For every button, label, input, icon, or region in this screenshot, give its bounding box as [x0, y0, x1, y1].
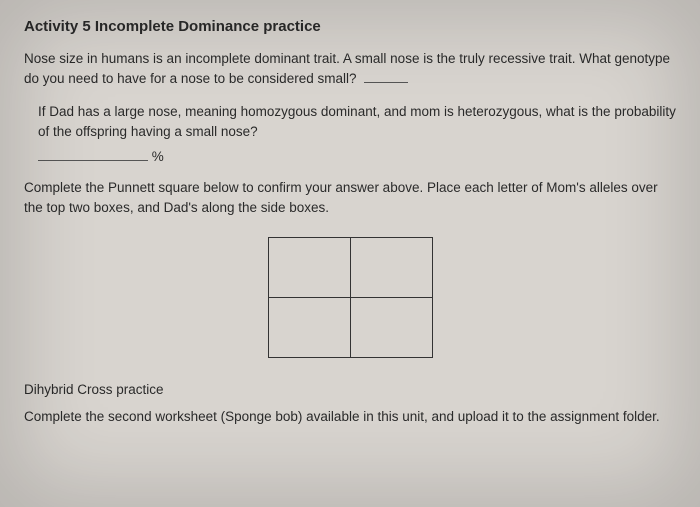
punnett-cell[interactable]: [350, 298, 432, 358]
blank-genotype[interactable]: [364, 82, 408, 83]
question-4: Complete the second worksheet (Sponge bo…: [24, 407, 676, 427]
dihybrid-subheading: Dihybrid Cross practice: [24, 382, 676, 397]
question-1: Nose size in humans is an incomplete dom…: [24, 49, 676, 88]
punnett-cell[interactable]: [268, 238, 350, 298]
question-2: If Dad has a large nose, meaning homozyg…: [24, 102, 676, 141]
punnett-square-container: [24, 237, 676, 358]
percent-answer-row: %: [24, 149, 676, 164]
question-3: Complete the Punnett square below to con…: [24, 178, 676, 217]
percent-symbol: %: [152, 149, 164, 164]
blank-percent[interactable]: [38, 160, 148, 161]
question-1-text: Nose size in humans is an incomplete dom…: [24, 51, 670, 86]
punnett-cell[interactable]: [268, 298, 350, 358]
punnett-square[interactable]: [268, 237, 433, 358]
punnett-cell[interactable]: [350, 238, 432, 298]
activity-title: Activity 5 Incomplete Dominance practice: [24, 18, 676, 35]
